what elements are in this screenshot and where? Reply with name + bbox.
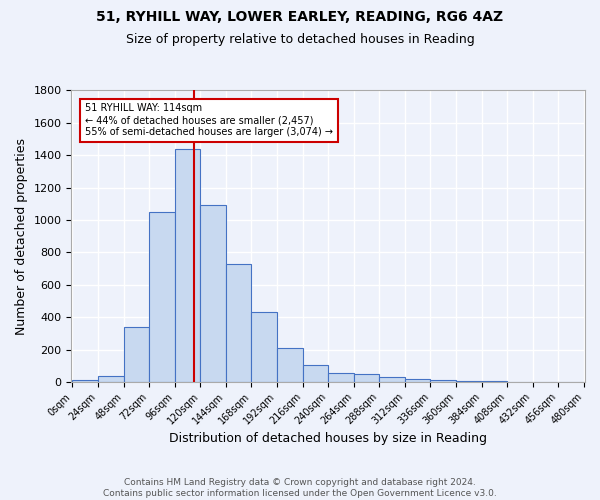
Bar [456,381,482,382]
X-axis label: Distribution of detached houses by size in Reading: Distribution of detached houses by size … [169,432,487,445]
Bar [482,381,507,382]
Bar [200,206,226,382]
Bar [328,373,354,382]
Bar [251,312,277,382]
Bar [73,380,98,382]
Bar [405,380,430,382]
Bar [226,264,251,382]
Y-axis label: Number of detached properties: Number of detached properties [15,138,28,334]
Bar [430,380,456,382]
Bar [124,327,149,382]
Bar [379,378,405,382]
Bar [149,212,175,382]
Text: Contains HM Land Registry data © Crown copyright and database right 2024.
Contai: Contains HM Land Registry data © Crown c… [103,478,497,498]
Bar [98,376,124,382]
Text: 51 RYHILL WAY: 114sqm
← 44% of detached houses are smaller (2,457)
55% of semi-d: 51 RYHILL WAY: 114sqm ← 44% of detached … [85,104,333,136]
Bar [354,374,379,382]
Bar [277,348,302,382]
Bar [302,365,328,382]
Text: Size of property relative to detached houses in Reading: Size of property relative to detached ho… [125,32,475,46]
Text: 51, RYHILL WAY, LOWER EARLEY, READING, RG6 4AZ: 51, RYHILL WAY, LOWER EARLEY, READING, R… [97,10,503,24]
Bar [175,149,200,382]
